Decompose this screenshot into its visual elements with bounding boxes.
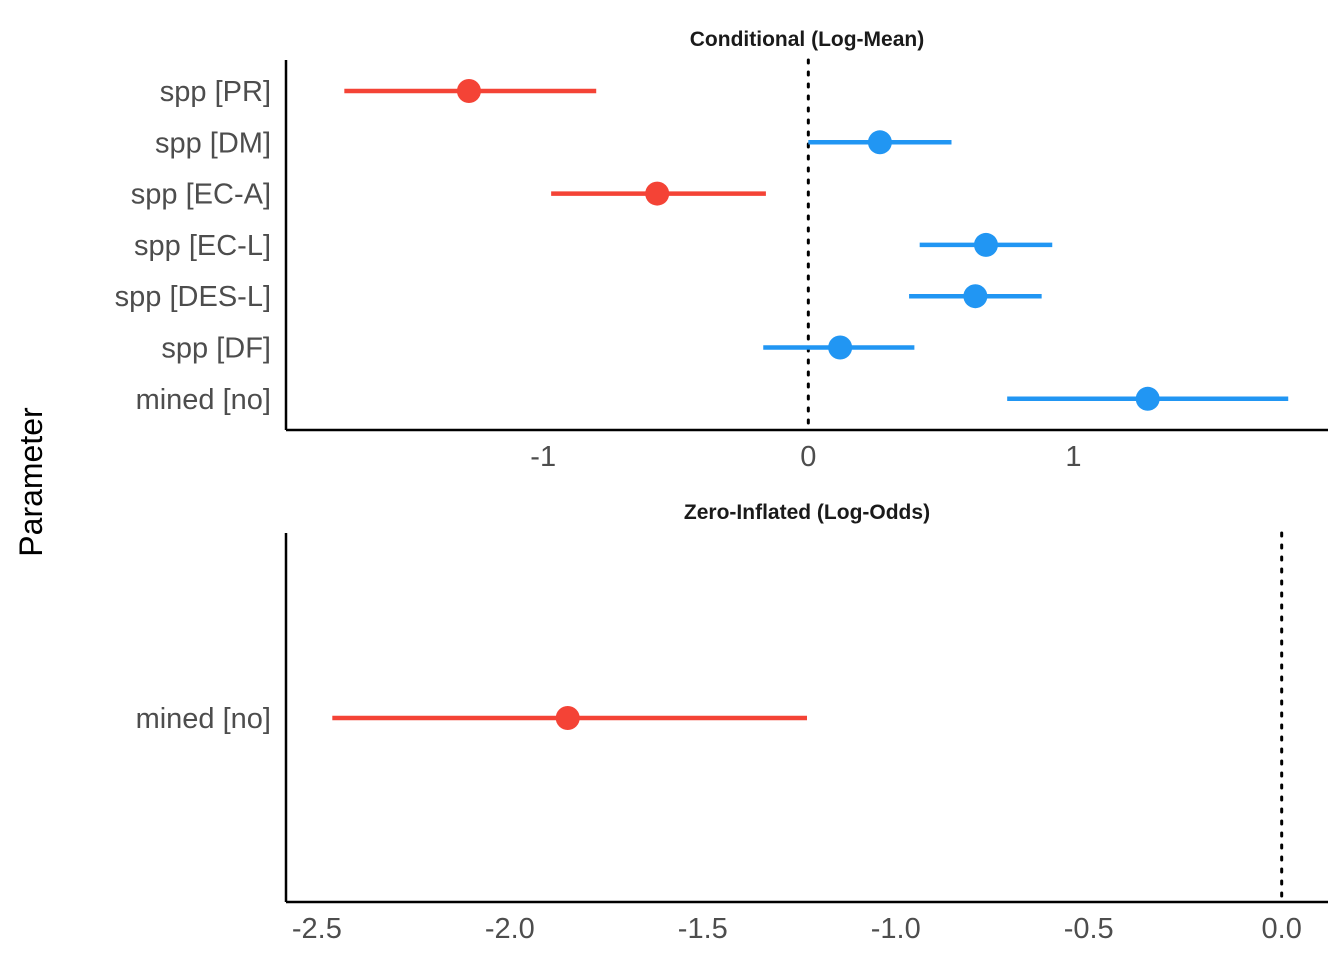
y-tick-label: spp [DF] — [161, 333, 271, 365]
y-axis-title: Parameter — [13, 407, 49, 557]
panel-marks: -2.5 -2.0 -1.5 -1.0 -0.5 0.0 mined [no] — [136, 531, 1302, 945]
point-estimate — [828, 335, 853, 360]
x-tick-label: -1.5 — [678, 913, 728, 945]
y-tick-label: spp [DM] — [155, 127, 271, 159]
point-estimate — [867, 130, 892, 155]
point-estimate — [973, 232, 998, 257]
panel-title: Conditional (Log-Mean) — [690, 28, 924, 51]
point-estimate — [555, 706, 580, 730]
point-estimate — [963, 284, 988, 309]
y-tick-label: mined [no] — [136, 703, 271, 735]
x-tick-label: -2.5 — [292, 913, 342, 945]
point-estimate — [1135, 386, 1160, 411]
x-tick-label: -1 — [530, 441, 556, 473]
panel-marks: -1 0 1 spp [PR] spp [DM] spp [EC-A] spp [EC-L]… — [115, 58, 1289, 473]
x-tick-label: 0 — [800, 441, 816, 473]
y-tick-label: mined [no] — [136, 384, 271, 416]
x-tick-label: 1 — [1065, 441, 1081, 473]
panel-title: Zero-Inflated (Log-Odds) — [684, 501, 930, 524]
y-tick-label: spp [PR] — [160, 76, 271, 108]
point-estimate — [645, 181, 670, 206]
x-tick-label: -0.5 — [1064, 913, 1114, 945]
y-tick-label: spp [EC-L] — [134, 230, 271, 262]
x-tick-label: -1.0 — [871, 913, 921, 945]
x-tick-label: -2.0 — [485, 913, 535, 945]
y-tick-label: spp [DES-L] — [115, 281, 271, 313]
zero-inflated-panel: Zero-Inflated (Log-Odds) -2.5 -2.0 -1.5 -1.… — [136, 501, 1328, 945]
y-tick-label: spp [EC-A] — [131, 179, 271, 211]
conditional-panel: Conditional (Log-Mean) -1 0 1 spp [PR] spp [… — [115, 28, 1328, 473]
point-estimate — [456, 79, 481, 103]
x-tick-label: 0.0 — [1262, 913, 1302, 945]
